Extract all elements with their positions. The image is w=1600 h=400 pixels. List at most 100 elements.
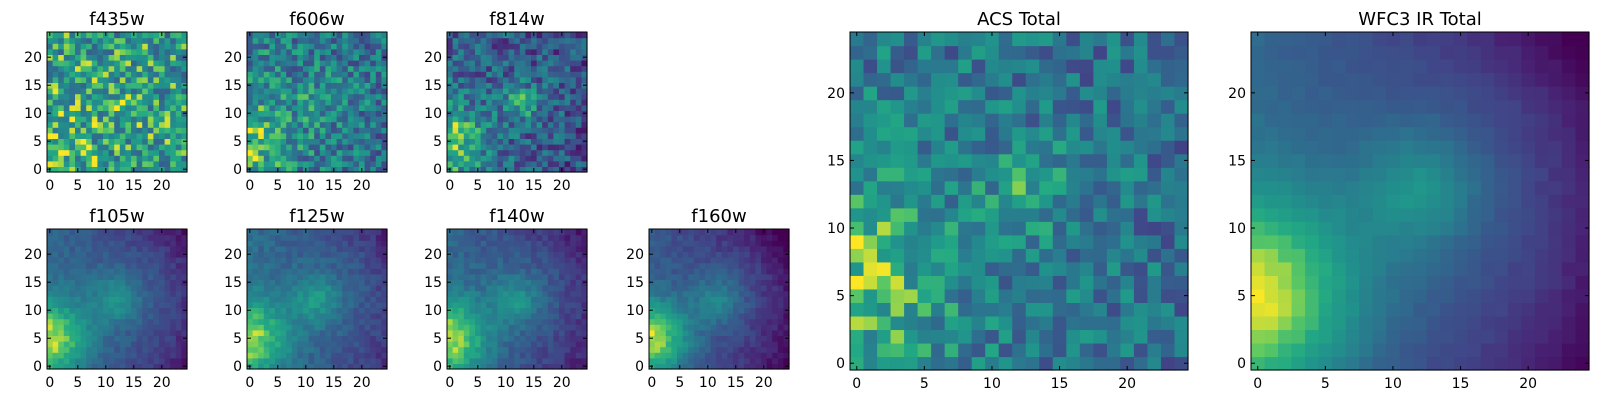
heatmap-cell — [738, 234, 745, 241]
heatmap-cell — [514, 290, 521, 297]
heatmap-cell — [1039, 356, 1054, 371]
heatmap-cell — [336, 116, 343, 123]
heatmap-cell — [458, 160, 465, 167]
heatmap-cell — [319, 110, 326, 117]
heatmap-cell — [297, 296, 304, 303]
heatmap-cell — [480, 144, 487, 151]
heatmap-cell — [531, 132, 538, 139]
heatmap-cell — [359, 155, 366, 162]
heatmap-cell — [497, 116, 504, 123]
heatmap-cell — [564, 82, 571, 89]
heatmap-cell — [136, 160, 143, 167]
heatmap-cell — [503, 88, 510, 95]
heatmap-cell — [783, 346, 790, 353]
heatmap-cell — [570, 160, 577, 167]
heatmap-cell — [682, 363, 689, 370]
heatmap-cell — [108, 155, 115, 162]
heatmap-cell — [1012, 194, 1027, 209]
heatmap-cell — [542, 279, 549, 286]
heatmap-cell — [314, 132, 321, 139]
heatmap-cell — [519, 262, 526, 269]
heatmap-cell — [164, 307, 171, 314]
heatmap-cell — [80, 82, 87, 89]
heatmap-cell — [575, 116, 582, 123]
heatmap-cell — [291, 307, 298, 314]
heatmap-cell — [486, 245, 493, 252]
heatmap-cell — [247, 290, 254, 297]
heatmap-cell — [291, 54, 298, 61]
heatmap-cell — [491, 149, 498, 156]
heatmap-cell — [336, 307, 343, 314]
heatmap-cell — [252, 229, 259, 236]
heatmap-cell — [269, 132, 276, 139]
heatmap-cell — [458, 285, 465, 292]
heatmap-cell — [131, 76, 138, 83]
heatmap-cell — [710, 329, 717, 336]
heatmap-cell — [86, 88, 93, 95]
heatmap-cell — [331, 43, 338, 50]
heatmap-cell — [280, 285, 287, 292]
heatmap-cell — [553, 357, 560, 364]
heatmap-cell — [97, 341, 104, 348]
heatmap-cell — [716, 307, 723, 314]
heatmap-cell — [175, 329, 182, 336]
heatmap-cell — [463, 262, 470, 269]
heatmap-cell — [108, 144, 115, 151]
heatmap-cell — [699, 234, 706, 241]
heatmap-cell — [525, 245, 532, 252]
heatmap-cell — [108, 160, 115, 167]
heatmap-cell — [314, 93, 321, 100]
heatmap-cell — [80, 65, 87, 72]
heatmap-cell — [353, 138, 360, 145]
heatmap-cell — [80, 318, 87, 325]
heatmap-cell — [325, 110, 332, 117]
heatmap-cell — [1160, 167, 1176, 182]
heatmap-cell — [375, 273, 382, 280]
heatmap-cell — [491, 32, 498, 39]
heatmap-cell — [69, 121, 76, 128]
heatmap-cell — [542, 155, 549, 162]
heatmap-cell — [570, 99, 577, 106]
heatmap-cell — [86, 285, 93, 292]
heatmap-cell — [850, 275, 865, 290]
x-tick-label: 15 — [125, 375, 143, 391]
heatmap-cell — [559, 138, 566, 145]
heatmap-cell — [131, 290, 138, 297]
heatmap-cell — [370, 65, 377, 72]
heatmap-cell — [475, 251, 482, 258]
heatmap-cell — [314, 290, 321, 297]
heatmap-cell — [108, 116, 115, 123]
heatmap-cell — [114, 160, 121, 167]
heatmap-cell — [325, 82, 332, 89]
heatmap-cell — [370, 104, 377, 111]
heatmap-cell — [86, 296, 93, 303]
heatmap-cell — [458, 234, 465, 241]
heatmap-cell — [514, 268, 521, 275]
heatmap-cell — [181, 357, 188, 364]
heatmap-cell — [280, 240, 287, 247]
heatmap-cell — [342, 110, 349, 117]
heatmap-cell — [364, 160, 371, 167]
heatmap-cell — [749, 329, 756, 336]
heatmap-cell — [508, 37, 515, 44]
heatmap-cell — [297, 110, 304, 117]
heatmap-cell — [47, 296, 54, 303]
heatmap-cell — [682, 307, 689, 314]
heatmap-cell — [80, 132, 87, 139]
heatmap-cell — [761, 352, 768, 359]
heatmap-cell — [142, 240, 149, 247]
heatmap-cell — [103, 65, 110, 72]
heatmap-cell — [308, 273, 315, 280]
heatmap-cell — [514, 76, 521, 83]
heatmap-cell — [497, 262, 504, 269]
heatmap-cell — [119, 43, 126, 50]
heatmap-cell — [125, 307, 132, 314]
heatmap-cell — [519, 116, 526, 123]
heatmap-cell — [553, 144, 560, 151]
heatmap-cell — [1052, 180, 1067, 195]
heatmap-cell — [1160, 194, 1176, 209]
heatmap-cell — [575, 357, 582, 364]
heatmap-cell — [91, 234, 98, 241]
heatmap-cell — [727, 352, 734, 359]
heatmap-cell — [175, 116, 182, 123]
